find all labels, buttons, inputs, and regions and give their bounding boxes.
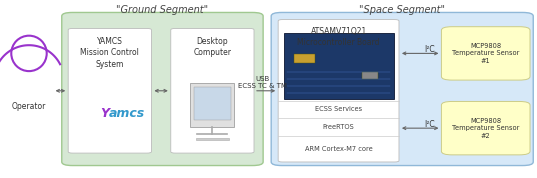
Text: "Ground Segment": "Ground Segment" xyxy=(117,5,208,15)
FancyBboxPatch shape xyxy=(441,101,530,155)
Text: I²C: I²C xyxy=(424,120,435,129)
FancyBboxPatch shape xyxy=(171,28,254,153)
FancyBboxPatch shape xyxy=(441,27,530,80)
FancyBboxPatch shape xyxy=(62,12,263,166)
Text: MCP9808
Temperature Sensor
#1: MCP9808 Temperature Sensor #1 xyxy=(452,43,519,64)
FancyBboxPatch shape xyxy=(194,87,231,120)
FancyBboxPatch shape xyxy=(196,138,229,140)
Text: Operator: Operator xyxy=(12,102,46,111)
Text: Desktop
Computer: Desktop Computer xyxy=(193,37,231,57)
FancyBboxPatch shape xyxy=(294,54,315,63)
FancyBboxPatch shape xyxy=(278,20,399,162)
Text: YAMCS
Mission Control
System: YAMCS Mission Control System xyxy=(81,37,139,69)
Text: ECSS Services: ECSS Services xyxy=(315,106,362,112)
Text: I²C: I²C xyxy=(424,45,435,54)
Text: Y: Y xyxy=(100,107,110,121)
FancyBboxPatch shape xyxy=(191,83,235,127)
Text: USB
ECSS TC & TM: USB ECSS TC & TM xyxy=(237,76,287,89)
FancyBboxPatch shape xyxy=(284,33,394,99)
Text: ATSAMV71Q21
Microcontroller Board: ATSAMV71Q21 Microcontroller Board xyxy=(297,27,380,47)
FancyBboxPatch shape xyxy=(68,28,151,153)
FancyBboxPatch shape xyxy=(362,72,378,79)
Text: MCP9808
Temperature Sensor
#2: MCP9808 Temperature Sensor #2 xyxy=(452,118,519,139)
Text: "Space Segment": "Space Segment" xyxy=(359,5,445,15)
FancyBboxPatch shape xyxy=(271,12,533,166)
Text: ARM Cortex-M7 core: ARM Cortex-M7 core xyxy=(304,146,373,152)
Text: amcs: amcs xyxy=(110,107,146,121)
Text: FreeRTOS: FreeRTOS xyxy=(323,124,354,130)
